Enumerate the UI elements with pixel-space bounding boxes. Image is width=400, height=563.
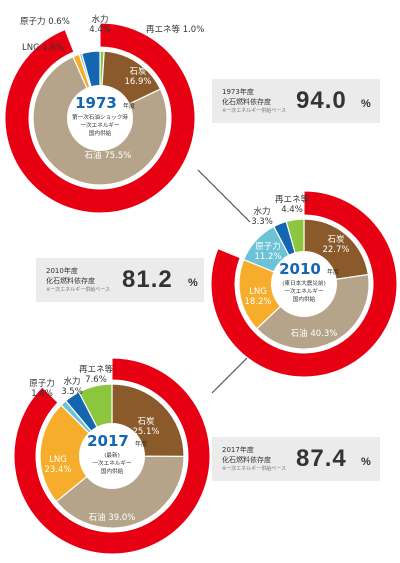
slice-label-hydro: 4.4% xyxy=(89,25,111,35)
center-year-suffix: 年度 xyxy=(327,268,339,276)
info-label: 化石燃料依存度 xyxy=(222,456,271,464)
center-line: 一次エネルギー xyxy=(284,287,324,295)
center-year: 1973 xyxy=(75,94,117,112)
slice-label-hydro: 水力 xyxy=(253,206,270,217)
slice-label-nuclear: 1.4% xyxy=(31,389,53,399)
percent-sign: % xyxy=(361,456,371,468)
percent-sign: % xyxy=(188,277,198,289)
slice-label-nuclear: 原子力 0.6% xyxy=(20,16,70,27)
fossil-dependence-ring xyxy=(4,22,196,214)
info-box-2017: 2017年度 化石燃料依存度 ※一次エネルギー供給ベース 87.4 % xyxy=(212,437,380,481)
info-box-2010: 2010年度 化石燃料依存度 ※一次エネルギー供給ベース 81.2 % xyxy=(36,258,204,302)
center-line: 国内供給 xyxy=(89,129,112,137)
center-year: 2017 xyxy=(87,432,129,450)
center-year: 2010 xyxy=(279,260,321,278)
slice-label-coal: 石炭 xyxy=(327,235,345,245)
info-sublabel: ※一次エネルギー供給ベース xyxy=(46,287,110,293)
center-line: (最新) xyxy=(104,451,120,459)
connector-1973-2010 xyxy=(197,169,251,223)
slice-label-renewable: 再エネ等 1.0% xyxy=(146,24,204,35)
info-box-1973: 1973年度 化石燃料依存度 ※一次エネルギー供給ベース 94.0 % xyxy=(212,79,380,123)
center-line: 国内供給 xyxy=(101,467,124,475)
center-disk xyxy=(79,423,145,489)
slice-label-lng: LNG xyxy=(249,287,267,297)
slice-label-hydro: 3.3% xyxy=(251,217,273,227)
slice-label-oil: 石油 75.5% xyxy=(85,150,132,161)
slice-label-renewable: 再エネ等 xyxy=(275,194,310,205)
center-line: (東日本大震災前) xyxy=(282,279,326,287)
slice-label-renewable: 7.6% xyxy=(85,375,107,385)
slice-label-oil: 石油 39.0% xyxy=(89,512,136,523)
center-disk xyxy=(271,251,337,317)
fossil-dependence-ring xyxy=(210,190,398,378)
percent-sign: % xyxy=(361,98,371,110)
fossil-dependence-ring xyxy=(13,357,211,555)
slice-label-coal: 石炭 xyxy=(129,67,147,77)
fossil-dependence-value: 81.2 xyxy=(122,266,173,293)
slice-label-hydro: 3.5% xyxy=(61,387,83,397)
slice-label-oil: 石油 40.3% xyxy=(291,328,338,339)
center-line: 一次エネルギー xyxy=(92,459,132,467)
center-year-suffix: 年度 xyxy=(135,440,147,448)
center-line: 国内供給 xyxy=(293,295,316,303)
center-line: 一次エネルギー xyxy=(80,121,120,129)
slice-label-coal: 22.7% xyxy=(322,245,349,255)
fossil-dependence-value: 87.4 xyxy=(296,445,347,472)
slice-label-lng: 23.4% xyxy=(44,465,71,475)
slice-label-hydro: 水力 xyxy=(91,14,108,25)
slice-label-renewable: 4.4% xyxy=(281,205,303,215)
info-label: 化石燃料依存度 xyxy=(222,98,271,106)
slice-label-nuclear: 原子力 xyxy=(29,378,55,389)
info-year: 2010年度 xyxy=(46,267,78,275)
slice-label-lng: LNG xyxy=(49,455,67,465)
info-label: 化石燃料依存度 xyxy=(46,277,95,285)
fossil-dependence-value: 94.0 xyxy=(296,87,347,114)
info-sublabel: ※一次エネルギー供給ベース xyxy=(222,466,286,472)
slice-label-renewable: 再エネ等 xyxy=(79,364,114,375)
slice-label-nuclear: 原子力 xyxy=(255,241,281,252)
info-sublabel: ※一次エネルギー供給ベース xyxy=(222,108,286,114)
slice-label-coal: 25.1% xyxy=(132,427,159,437)
slice-label-lng: LNG 1.6% xyxy=(22,43,64,53)
info-year: 1973年度 xyxy=(222,88,254,96)
slice-label-nuclear: 11.2% xyxy=(254,252,281,262)
center-year-suffix: 年度 xyxy=(123,102,135,110)
slice-label-coal: 石炭 xyxy=(137,417,155,427)
info-year: 2017年度 xyxy=(222,446,254,454)
slice-label-hydro: 水力 xyxy=(63,376,80,387)
slice-label-lng: 18.2% xyxy=(244,297,271,307)
slice-label-coal: 16.9% xyxy=(124,77,151,87)
center-line: 第一次石油ショック時 xyxy=(72,113,128,121)
center-disk xyxy=(67,85,133,151)
